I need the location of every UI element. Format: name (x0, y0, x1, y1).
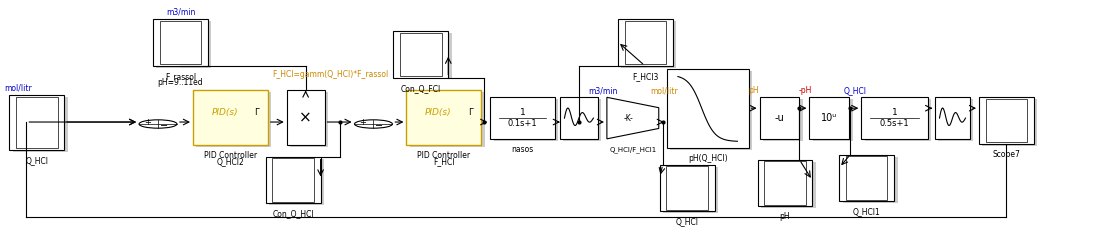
Text: nasos: nasos (511, 145, 533, 154)
Text: Con_Q_HCl: Con_Q_HCl (273, 209, 314, 218)
FancyBboxPatch shape (813, 99, 853, 141)
FancyBboxPatch shape (153, 19, 208, 66)
Text: mol/litr: mol/litr (650, 86, 678, 95)
FancyBboxPatch shape (394, 31, 448, 77)
FancyBboxPatch shape (843, 157, 898, 203)
FancyBboxPatch shape (273, 158, 314, 202)
FancyBboxPatch shape (197, 92, 271, 147)
FancyBboxPatch shape (666, 69, 749, 148)
Text: pH: pH (779, 212, 790, 221)
Text: Γ: Γ (254, 108, 258, 117)
FancyBboxPatch shape (266, 157, 321, 203)
FancyBboxPatch shape (762, 99, 803, 141)
Text: Q_HCl1: Q_HCl1 (853, 207, 881, 216)
FancyBboxPatch shape (397, 33, 452, 79)
Text: F_HCl=gamm(Q_HCl)*F_rassol: F_HCl=gamm(Q_HCl)*F_rassol (273, 69, 389, 78)
Text: Q_HCl2: Q_HCl2 (217, 157, 244, 166)
Text: −: − (160, 121, 168, 131)
Text: 0.5s+1: 0.5s+1 (880, 119, 909, 128)
FancyBboxPatch shape (563, 99, 601, 141)
FancyBboxPatch shape (269, 159, 324, 205)
Text: -K-: -K- (624, 114, 634, 123)
Text: 10ᵘ: 10ᵘ (822, 113, 837, 123)
FancyBboxPatch shape (670, 71, 752, 150)
Text: F_HCl3: F_HCl3 (632, 72, 659, 81)
FancyBboxPatch shape (864, 99, 931, 141)
Text: mol/litr: mol/litr (3, 84, 31, 93)
FancyBboxPatch shape (938, 99, 974, 141)
FancyBboxPatch shape (622, 21, 676, 68)
Text: +: + (360, 118, 367, 127)
Text: pH(Q_HCl): pH(Q_HCl) (688, 154, 728, 163)
Text: pH=9..11ed: pH=9..11ed (158, 78, 203, 87)
FancyBboxPatch shape (193, 90, 267, 145)
FancyBboxPatch shape (286, 90, 324, 145)
FancyBboxPatch shape (406, 90, 481, 145)
FancyBboxPatch shape (9, 95, 64, 150)
FancyBboxPatch shape (493, 99, 558, 141)
FancyBboxPatch shape (666, 166, 708, 210)
Polygon shape (607, 97, 659, 139)
FancyBboxPatch shape (560, 97, 598, 139)
Text: Scope7: Scope7 (993, 150, 1021, 159)
Text: m3/min: m3/min (165, 8, 196, 17)
FancyBboxPatch shape (765, 161, 806, 205)
FancyBboxPatch shape (625, 21, 666, 64)
FancyBboxPatch shape (660, 165, 714, 211)
FancyBboxPatch shape (160, 21, 201, 64)
FancyBboxPatch shape (16, 97, 57, 148)
Text: -u: -u (775, 113, 785, 123)
Text: PID Controller: PID Controller (203, 151, 257, 160)
Text: 0.1s+1: 0.1s+1 (508, 119, 538, 128)
Text: m3/min: m3/min (588, 86, 617, 95)
Text: F_rassol: F_rassol (164, 72, 196, 81)
Text: Q_HCl: Q_HCl (26, 156, 48, 165)
Text: ×: × (300, 110, 312, 125)
FancyBboxPatch shape (618, 19, 673, 66)
Text: Q_HCl: Q_HCl (675, 217, 699, 226)
Text: +: + (144, 118, 151, 127)
FancyBboxPatch shape (809, 97, 850, 139)
FancyBboxPatch shape (979, 97, 1034, 144)
FancyBboxPatch shape (400, 33, 442, 76)
Text: PID(s): PID(s) (425, 108, 452, 117)
Text: −: − (375, 121, 383, 131)
Text: F_HCl: F_HCl (433, 157, 455, 166)
Text: 1: 1 (520, 108, 525, 117)
FancyBboxPatch shape (935, 97, 970, 139)
FancyBboxPatch shape (986, 99, 1027, 142)
FancyBboxPatch shape (840, 155, 894, 201)
Text: Con_Q_FCl: Con_Q_FCl (400, 84, 440, 93)
FancyBboxPatch shape (290, 92, 328, 147)
FancyBboxPatch shape (758, 160, 813, 206)
Text: -pH: -pH (798, 86, 812, 95)
Text: pH: pH (748, 86, 759, 95)
Text: 1: 1 (892, 108, 898, 117)
FancyBboxPatch shape (409, 92, 484, 147)
Text: Q_HCl: Q_HCl (844, 86, 866, 95)
FancyBboxPatch shape (761, 162, 816, 208)
Text: Γ: Γ (467, 108, 472, 117)
Text: PID(s): PID(s) (211, 108, 238, 117)
FancyBboxPatch shape (983, 99, 1038, 146)
Text: Q_HCl/F_HCl1: Q_HCl/F_HCl1 (609, 146, 656, 153)
Text: PID Controller: PID Controller (417, 151, 471, 160)
FancyBboxPatch shape (846, 156, 888, 200)
FancyBboxPatch shape (663, 167, 718, 213)
FancyBboxPatch shape (490, 97, 555, 139)
FancyBboxPatch shape (861, 97, 928, 139)
FancyBboxPatch shape (12, 97, 67, 152)
FancyBboxPatch shape (157, 21, 211, 68)
FancyBboxPatch shape (759, 97, 799, 139)
